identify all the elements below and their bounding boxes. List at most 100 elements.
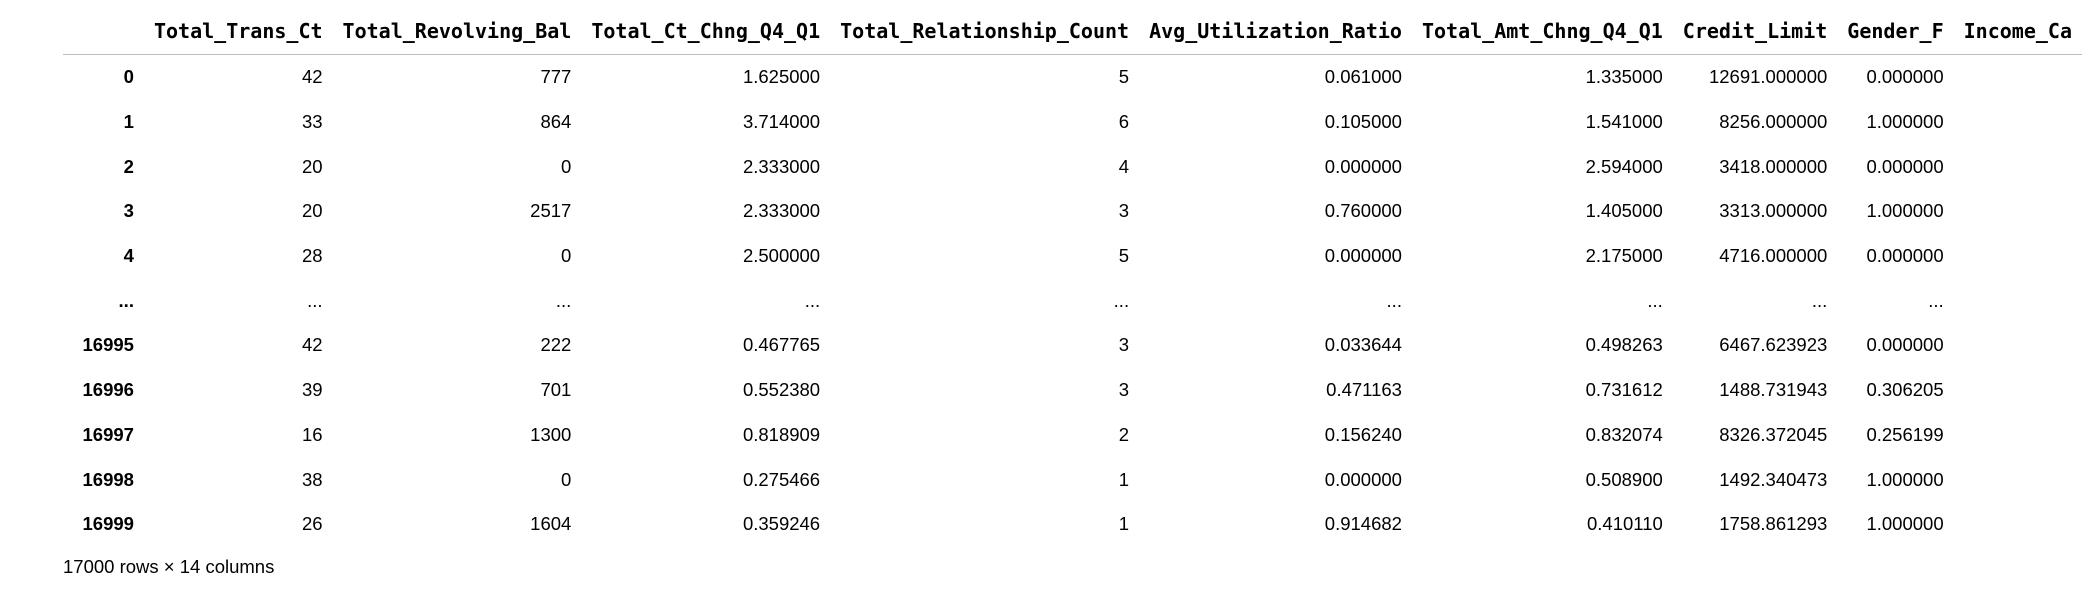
row-index: 4 xyxy=(123,245,134,267)
table-cell: 2 xyxy=(1118,423,1130,445)
table-cell: 0.471163 xyxy=(1326,379,1402,401)
table-cell: 0.033644 xyxy=(1324,334,1402,356)
table-cell: 33 xyxy=(301,111,323,133)
table-cell: 0.914682 xyxy=(1324,513,1402,535)
table-body: 0 42 777 1.625000 5 0.061000 1.335000 12691.000… xyxy=(63,55,2082,547)
row-index: 16997 xyxy=(82,423,134,445)
table-cell: 39 xyxy=(301,379,323,401)
table-cell: 38 xyxy=(301,468,323,490)
table-cell: 6467.623923 xyxy=(1719,334,1828,356)
table-cell: 0.105000 xyxy=(1324,111,1402,133)
table-cell: ... xyxy=(1647,289,1663,311)
table-row: 3 20 2517 2.333000 3 0.760000 1.405000 3313.000… xyxy=(63,189,2082,234)
table-cell: 1.625000 xyxy=(742,66,821,88)
table-cell: 1488.731943 xyxy=(1719,379,1828,401)
column-header: Total_Trans_Ct xyxy=(143,10,333,55)
table-cell: 701 xyxy=(540,379,572,401)
table-cell xyxy=(1954,502,2082,547)
table-cell: 777 xyxy=(540,66,572,88)
table-cell: ... xyxy=(307,289,323,311)
table-cell: 0.000000 xyxy=(1866,334,1944,356)
table-cell: 0.000000 xyxy=(1866,155,1944,177)
table-cell xyxy=(1954,278,2082,323)
table-cell: 0.000000 xyxy=(1324,468,1402,490)
table-cell: 0.275466 xyxy=(742,468,821,490)
table-cell: 5 xyxy=(1118,245,1130,267)
table-cell: 6 xyxy=(1118,111,1130,133)
table-cell: 0.359246 xyxy=(742,513,821,535)
row-index: 1 xyxy=(123,111,134,133)
table-cell: 42 xyxy=(301,66,323,88)
table-cell: 4716.000000 xyxy=(1719,245,1828,267)
row-index: 16995 xyxy=(82,334,134,356)
table-row: 0 42 777 1.625000 5 0.061000 1.335000 12691.000… xyxy=(63,55,2082,100)
table-row: ........................... xyxy=(63,278,2082,323)
table-cell: ... xyxy=(1113,289,1130,311)
table-cell: 1 xyxy=(1118,513,1130,535)
table-cell: 0.000000 xyxy=(1324,245,1402,267)
row-index: 16998 xyxy=(82,468,134,490)
row-index: 2 xyxy=(123,155,134,177)
table-cell: 3 xyxy=(1118,200,1130,222)
column-header: Income_Ca xyxy=(1953,10,2082,55)
table-cell: 3 xyxy=(1118,334,1130,356)
table-cell xyxy=(1954,234,2082,279)
table-cell: 0.760000 xyxy=(1324,200,1402,222)
table-cell: 0.156240 xyxy=(1324,423,1402,445)
table-cell: 4 xyxy=(1118,155,1130,177)
table-cell: 5 xyxy=(1118,66,1130,88)
table-cell: 20 xyxy=(301,155,323,177)
table-row: 4 28 0 2.500000 5 0.000000 2.175000 4716.000000… xyxy=(63,234,2082,279)
table-cell xyxy=(1954,457,2082,502)
row-index: 0 xyxy=(123,66,134,88)
table-cell: 1.000000 xyxy=(1866,468,1944,490)
table-row: 2 20 0 2.333000 4 0.000000 2.594000 3418.000000… xyxy=(63,144,2082,189)
table-cell: 1.405000 xyxy=(1585,200,1663,222)
table-cell: 1 xyxy=(1118,468,1130,490)
row-index: 3 xyxy=(123,200,134,222)
table-cell: 20 xyxy=(301,200,323,222)
table-row: 16995 42 222 0.467765 3 0.033644 0.498263 6467.… xyxy=(63,323,2082,368)
table-cell: 0.061000 xyxy=(1324,66,1402,88)
table-cell: ... xyxy=(1386,289,1402,311)
table-cell: 0.498263 xyxy=(1585,334,1663,356)
table-cell: 0.256199 xyxy=(1866,423,1944,445)
table-cell xyxy=(1954,323,2082,368)
table-cell: 2.333000 xyxy=(742,200,821,222)
table-cell: 0.818909 xyxy=(742,423,821,445)
column-header: Gender_F xyxy=(1837,10,1954,55)
header-row: Total_Trans_Ct Total_Revolving_Bal Total_C… xyxy=(63,10,2082,55)
table-cell xyxy=(1954,413,2082,458)
table-cell: 42 xyxy=(301,334,323,356)
table-cell: 0.306205 xyxy=(1866,379,1944,401)
table-cell: 16 xyxy=(301,423,323,445)
table-cell: 1.335000 xyxy=(1585,66,1663,88)
table-cell: 3313.000000 xyxy=(1719,200,1828,222)
table-cell: ... xyxy=(1811,289,1828,311)
table-row: 16997 16 1300 0.818909 2 0.156240 0.832074 8326… xyxy=(63,413,2082,458)
table-cell: 26 xyxy=(301,513,323,535)
table-cell xyxy=(1954,100,2082,145)
table-cell: 28 xyxy=(301,245,323,267)
table-cell: 1.000000 xyxy=(1866,200,1944,222)
table-cell: 2.333000 xyxy=(742,155,821,177)
table-cell: 2.594000 xyxy=(1585,155,1663,177)
table-cell: 0 xyxy=(561,468,572,490)
table-cell: 1.541000 xyxy=(1585,111,1663,133)
table-cell xyxy=(1954,189,2082,234)
table-cell: 1300 xyxy=(530,423,572,445)
column-header: Credit_Limit xyxy=(1672,10,1838,55)
table-cell: 0.832074 xyxy=(1585,423,1663,445)
table-cell: 1492.340473 xyxy=(1719,468,1828,490)
table-cell: 0.000000 xyxy=(1324,155,1402,177)
column-header: Avg_Utilization_Ratio xyxy=(1139,10,1412,55)
table-cell: 0.000000 xyxy=(1866,245,1944,267)
table-cell xyxy=(1954,144,2082,189)
table-header: Total_Trans_Ct Total_Revolving_Bal Total_C… xyxy=(63,10,2082,55)
table-cell: 864 xyxy=(540,111,572,133)
table-cell: 1604 xyxy=(530,513,572,535)
table-cell: 2.175000 xyxy=(1585,245,1663,267)
table-row: 16999 26 1604 0.359246 1 0.914682 0.410110 1758… xyxy=(63,502,2082,547)
table-row: 16998 38 0 0.275466 1 0.000000 0.508900 1492.34… xyxy=(63,457,2082,502)
table-cell: 0.410110 xyxy=(1587,513,1663,535)
